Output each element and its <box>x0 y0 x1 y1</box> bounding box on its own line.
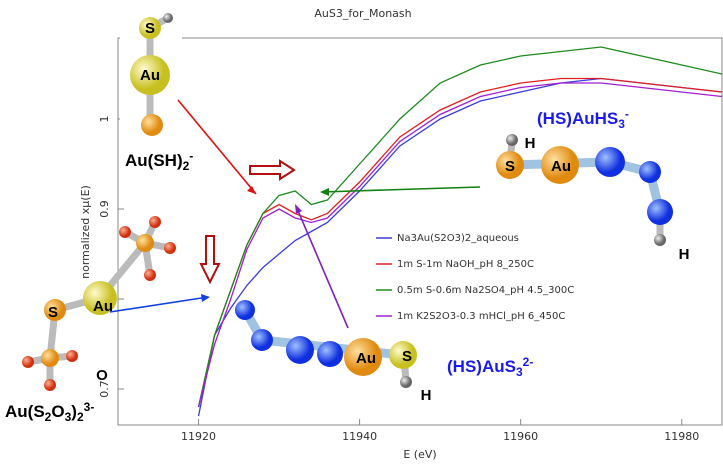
atom <box>647 199 673 225</box>
atom <box>595 147 625 177</box>
arrow <box>110 297 208 312</box>
atom <box>286 336 314 364</box>
arrow-head <box>320 188 329 196</box>
atom-label: Au <box>93 298 113 315</box>
atom-label: S <box>505 158 515 175</box>
atom-label: S <box>48 304 58 321</box>
atom-label: O <box>96 367 108 384</box>
annotation-part: (HS)AuS <box>447 357 516 376</box>
arrow <box>322 187 480 192</box>
legend-label: 1m K2S2O3-0.3 mHCl_pH 6_450C <box>397 311 565 322</box>
annotation-part: - <box>625 107 629 121</box>
legend: Na3Au(S2O3)2_aqueous 1m S-1m NaOH_pH 8_25… <box>376 233 574 322</box>
x-tick-label: 11920 <box>181 430 216 443</box>
shift-arrow <box>201 236 219 282</box>
chart-title: AuS3_for_Monash <box>314 7 411 20</box>
atom <box>119 226 131 238</box>
y-tick-label: 1 <box>98 116 111 123</box>
atom <box>66 350 78 362</box>
x-tick-label: 11960 <box>503 430 538 443</box>
annotation: (HS)AuHS3- <box>537 107 629 131</box>
atom-label: H <box>421 387 432 404</box>
annotation-part: Au(S <box>5 402 45 421</box>
atom <box>41 349 59 367</box>
legend-label: 1m S-1m NaOH_pH 8_250C <box>397 259 534 270</box>
x-axis-label: E (eV) <box>403 448 436 461</box>
arrow <box>178 100 256 194</box>
annotation: Au(SH)2- <box>125 149 193 173</box>
arrow-head <box>247 186 256 194</box>
x-tick-label: 11980 <box>664 430 699 443</box>
atom <box>149 216 161 228</box>
atom <box>654 234 666 246</box>
shift-arrow <box>250 161 294 179</box>
atom-label: Au <box>140 67 160 84</box>
atom-label: Au <box>356 350 376 367</box>
x-tick-label: 11940 <box>342 430 377 443</box>
atom <box>163 13 173 23</box>
annotation: Au(S2O3)23- <box>5 400 94 424</box>
annotation-part: - <box>189 149 193 163</box>
atom <box>144 269 156 281</box>
atom-label: S <box>145 20 155 37</box>
annotation-part: (HS)AuHS <box>537 109 618 128</box>
atom <box>400 376 412 388</box>
atom <box>639 161 661 183</box>
illustrations <box>22 0 673 391</box>
atom <box>235 300 255 320</box>
arrow-head <box>295 204 302 214</box>
atom <box>506 134 518 146</box>
atom-label: S <box>402 348 412 365</box>
atom <box>141 114 163 136</box>
legend-label: Na3Au(S2O3)2_aqueous <box>397 233 519 244</box>
arrow-head <box>201 294 210 302</box>
atom <box>251 329 273 351</box>
y-axis-label: normalized xμ(E) <box>79 185 92 279</box>
annotation-part: Au(SH) <box>125 151 183 170</box>
arrow <box>296 206 348 328</box>
atom <box>44 379 56 391</box>
annotation-part: 2- <box>523 355 534 369</box>
atom-label: Au <box>551 158 571 175</box>
annotation-part: O <box>51 402 64 421</box>
annotation: (HS)AuS32- <box>447 355 533 379</box>
y-tick-label: 0.9 <box>98 200 111 218</box>
atom <box>164 242 176 254</box>
atom <box>317 341 343 367</box>
atom-label: H <box>679 246 690 263</box>
atom <box>136 234 154 252</box>
annotation-part: 3- <box>84 400 95 414</box>
atom-label: H <box>525 135 536 152</box>
chart: AuS3_for_Monash E (eV) normalized xμ(E) … <box>0 0 723 466</box>
atom <box>22 356 34 368</box>
legend-label: 0.5m S-0.6m Na2SO4_pH 4.5_300C <box>397 285 574 296</box>
